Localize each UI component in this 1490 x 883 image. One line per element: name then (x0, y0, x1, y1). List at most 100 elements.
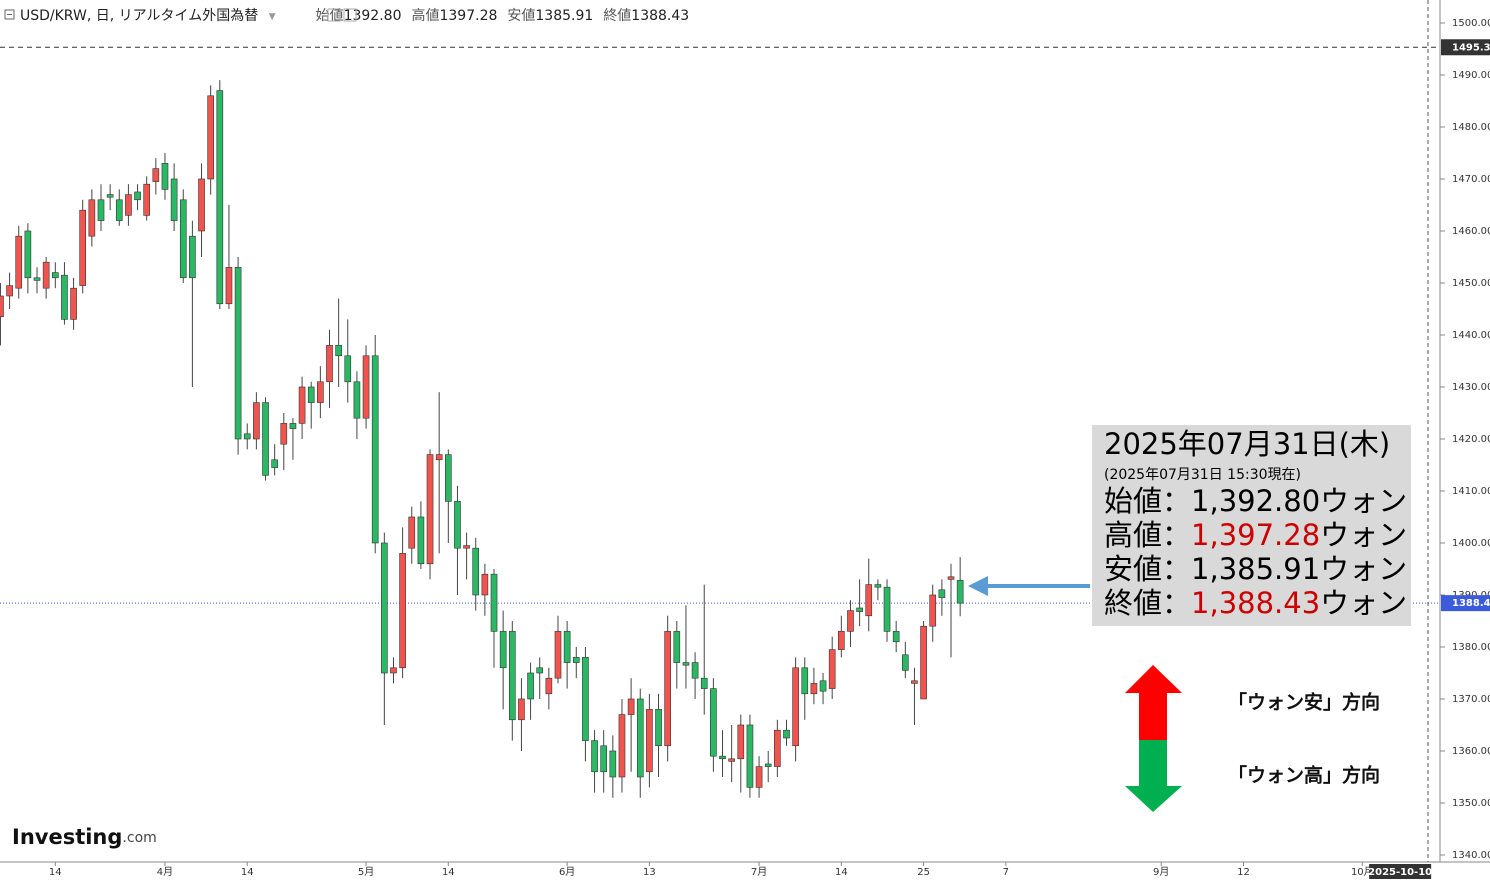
candle-body (344, 355, 352, 383)
y-tick-label: 1430.00 (1452, 382, 1490, 393)
candle-body (774, 729, 781, 767)
candle-body (143, 183, 151, 216)
settings-icon (327, 8, 341, 22)
y-tick-label: 1370.00 (1452, 694, 1490, 705)
collapse-icon[interactable] (4, 9, 15, 20)
candle-body (353, 381, 361, 419)
x-tick-label: 7 (1003, 867, 1009, 878)
cursor-x-box (1369, 864, 1432, 879)
candle-body (362, 355, 370, 419)
x-tick-label: 14 (835, 867, 848, 878)
candle-body (874, 584, 882, 588)
candle-body (682, 662, 690, 666)
x-tick-label: 6月 (559, 866, 575, 878)
info-box-bg (1092, 425, 1411, 626)
x-tick-label: 9月 (1153, 866, 1169, 878)
ohlc-label: 始値 (316, 8, 344, 24)
candle-body (61, 274, 68, 320)
candle-body (335, 345, 342, 357)
candle-body (536, 667, 544, 674)
dropdown: ▼ (269, 12, 276, 22)
candle-body (691, 662, 699, 679)
candle-body (454, 501, 461, 549)
info-value: 1,388.43 (1191, 586, 1320, 620)
candle-body (179, 199, 187, 279)
y-tick-label: 1500.00 (1452, 18, 1490, 29)
x-tick-label: 5月 (358, 866, 374, 878)
candle-body (719, 755, 726, 760)
candle-body (253, 402, 260, 440)
candle-body (234, 267, 242, 440)
candle-body (317, 381, 324, 403)
legend: 「ウォン安」方向 「ウォン高」方向 (1125, 665, 1380, 812)
candle-body (563, 631, 571, 663)
y-tick-label: 1360.00 (1452, 746, 1490, 757)
candle-body (929, 594, 937, 627)
info-sep: ： (1162, 518, 1191, 552)
candle-body (6, 285, 13, 297)
info-label: 高値 (1104, 518, 1162, 552)
candle-body (435, 454, 443, 461)
candle-body (33, 277, 41, 281)
info-value: 1,392.80 (1191, 484, 1320, 518)
price-tag-label: 1388.43 (1452, 598, 1490, 609)
candle-body (444, 454, 452, 502)
candle-body (371, 355, 379, 544)
x-tick-label: 7月 (751, 866, 767, 878)
candle-body (700, 677, 708, 689)
legend-arrow-down (1125, 740, 1182, 812)
y-tick-label: 1410.00 (1452, 486, 1490, 497)
info-sep: ： (1162, 552, 1191, 586)
candle-body (51, 272, 59, 279)
candle-body (554, 631, 562, 679)
y-tick-label: 1450.00 (1452, 278, 1490, 289)
candle-body (198, 178, 205, 232)
x-tick-label: 4月 (157, 866, 173, 878)
candle-body (0, 295, 4, 318)
candle-body (947, 576, 955, 580)
y-tick-label: 1420.00 (1452, 434, 1490, 445)
candle-body (572, 657, 580, 663)
candle-body (810, 683, 818, 695)
candle-body (298, 386, 306, 424)
y-tick-label: 1480.00 (1452, 122, 1490, 133)
candle-body (390, 667, 397, 674)
candle-body (938, 589, 946, 598)
candle-body (490, 573, 498, 632)
candle-body (152, 168, 160, 182)
candle-body (161, 163, 169, 190)
candle-body (646, 709, 653, 773)
x-tick-label: 14 (442, 867, 455, 878)
x-tick-label: 10月 (1351, 866, 1374, 878)
candle-body (737, 724, 745, 760)
info-sep: ： (1162, 484, 1191, 518)
info-sep: ： (1162, 586, 1191, 620)
candle-body (216, 90, 224, 305)
candle-body (408, 516, 416, 549)
candle-body (426, 454, 434, 565)
candle-body (481, 573, 489, 596)
info-value: 1,397.28 (1191, 518, 1320, 552)
candle-body (892, 631, 900, 643)
candle-body (106, 194, 114, 198)
y-tick-label: 1340.00 (1452, 850, 1490, 861)
info-value: 1,385.91 (1191, 552, 1320, 586)
header: USD/KRW, 日, リアルタイム外国為替 ▼ 始値1392.80 高値1397.… (20, 7, 689, 24)
x-tick-label: 13 (643, 867, 656, 878)
candle-body (664, 631, 671, 747)
candle-body (527, 672, 534, 700)
info-subtitle: (2025年07月31日 15:30現在) (1104, 467, 1301, 483)
candle-body (764, 763, 772, 767)
pointer-arrow (968, 576, 1090, 596)
ohlc-value: 1392.80 (344, 8, 402, 24)
y-tick-label: 1400.00 (1452, 538, 1490, 549)
candle-body (207, 95, 214, 180)
candle-body (655, 709, 662, 747)
price-tag (1441, 39, 1490, 56)
info-unit: ウォン (1320, 518, 1407, 552)
candle-body (189, 235, 196, 279)
candle-body (920, 625, 927, 700)
candle-body (609, 750, 617, 778)
candle-body (545, 677, 553, 695)
